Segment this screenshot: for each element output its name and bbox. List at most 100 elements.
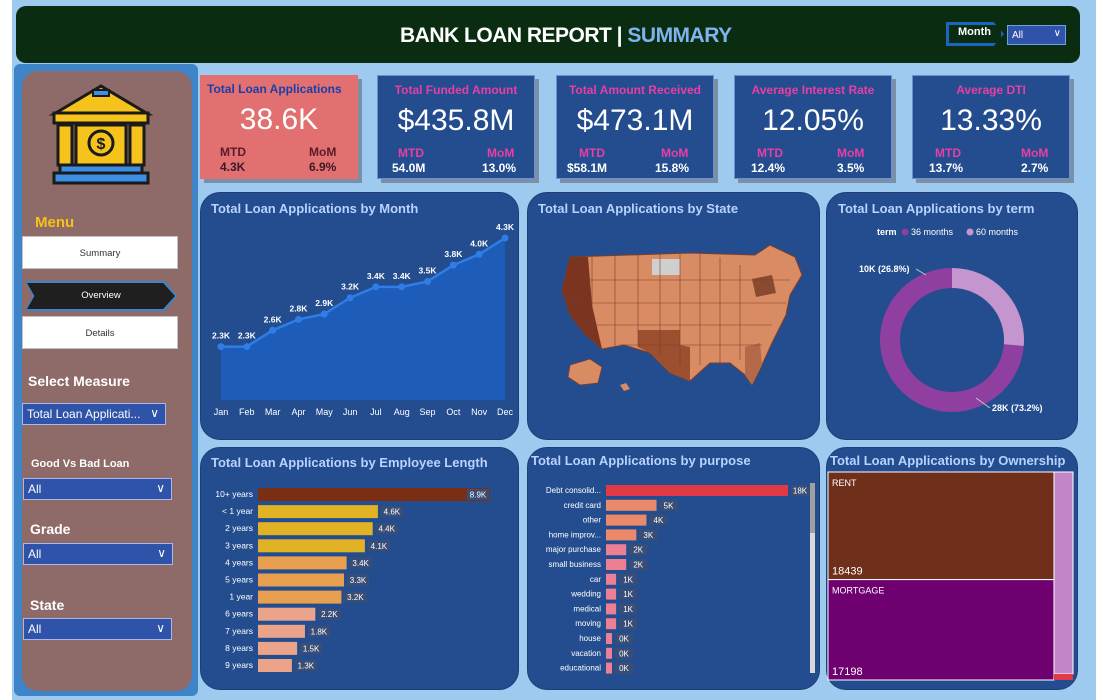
employee-length-category: 7 years: [225, 626, 253, 636]
purpose-data-label: 0K: [619, 635, 629, 644]
kpi-value: 38.6K: [239, 103, 319, 136]
purpose-bar: [606, 603, 617, 615]
employee-length-bar: [258, 659, 292, 672]
purpose-label-bg: [629, 544, 648, 556]
purpose-label-bg: [619, 573, 638, 585]
purpose-category: home improv...: [549, 530, 601, 539]
treemap-small-tile: [1054, 674, 1073, 680]
purpose-category: educational: [560, 664, 601, 673]
month-slicer-label: Month: [958, 26, 991, 38]
purpose-category: major purchase: [546, 545, 602, 554]
purpose-category: car: [590, 575, 601, 584]
state-dropdown[interactable]: All ∨: [23, 618, 172, 640]
treemap-mortgage-label: MORTGAGE: [832, 586, 884, 596]
purpose-category: other: [583, 516, 602, 525]
term-label-leader: [975, 397, 991, 409]
employee-length-data-label: 4.6K: [384, 508, 401, 517]
month-series-line: [221, 236, 506, 348]
month-data-label: 2.8K: [289, 303, 308, 313]
employee-length-data-label: 3.3K: [350, 576, 367, 585]
purpose-data-label: 0K: [619, 664, 629, 673]
kpi-mtd-label: MTD: [757, 146, 783, 160]
month-data-point: [217, 343, 225, 351]
month-tick-label: Jan: [214, 407, 229, 417]
grade-dropdown[interactable]: All ∨: [23, 543, 173, 565]
purpose-data-label: 1K: [623, 575, 633, 584]
employee-length-label-bg: [347, 574, 370, 586]
menu-label: Menu: [35, 214, 75, 231]
state-map-title: Total Loan Applications by State: [538, 201, 739, 216]
month-data-label: 2.3K: [238, 331, 257, 341]
chevron-down-icon: ∨: [156, 621, 165, 635]
kpi-title: Average Interest Rate: [751, 83, 875, 97]
kpi-mom-value: 3.5%: [837, 161, 865, 175]
kpi-mtd-value: 12.4%: [751, 161, 786, 175]
month-data-point: [269, 326, 277, 334]
purpose-scrollbar: [810, 483, 815, 673]
treemap-other-tile: [1053, 471, 1074, 675]
month-tick-label: Feb: [239, 407, 255, 417]
grade-value: All: [28, 547, 42, 561]
purpose-scrollbar-thumb: [810, 483, 815, 533]
employee-length-bar: [258, 607, 316, 621]
employee-length-bar: [258, 624, 305, 638]
employee-length-bar: [258, 590, 342, 604]
employee-length-data-label: 4.1K: [371, 542, 388, 551]
term-donut-slice: [880, 268, 1024, 412]
purpose-label-bg: [639, 529, 658, 541]
usa-state-map: [561, 244, 803, 391]
employee-length-title: Total Loan Applications by Employee Leng…: [211, 455, 488, 470]
month-data-label: 3.5K: [419, 265, 438, 275]
employee-length-category: 6 years: [225, 609, 253, 619]
purpose-label-bg: [615, 662, 633, 674]
purpose-bar: [606, 529, 637, 541]
purpose-bar: [606, 544, 627, 556]
month-data-label: 3.4K: [393, 271, 412, 281]
employee-length-label-bg: [294, 660, 317, 671]
kpi-value: $473.1M: [576, 104, 694, 137]
purpose-data-label: 18K: [793, 487, 808, 496]
purpose-label-bg: [619, 603, 638, 615]
kpi-mtd-label: MTD: [398, 146, 424, 160]
purpose-label-bg: [791, 485, 809, 496]
nav-summary-button[interactable]: Summary: [22, 236, 178, 269]
employee-length-bar: [258, 556, 347, 570]
employee-length-category: 10+ years: [215, 489, 253, 499]
employee-length-category: < 1 year: [222, 506, 253, 516]
month-tick-label: Dec: [497, 407, 514, 417]
purpose-category: small business: [549, 560, 601, 569]
purpose-label-bg: [659, 499, 678, 511]
employee-length-category: 2 years: [225, 523, 253, 533]
month-data-point: [294, 315, 302, 323]
purpose-data-label: 5K: [664, 501, 674, 510]
purpose-bar: [606, 573, 617, 585]
purpose-bar: [606, 499, 657, 511]
term-chart-title: Total Loan Applications by term: [838, 201, 1035, 216]
employee-length-category: 4 years: [225, 557, 253, 567]
good-bad-loan-dropdown[interactable]: All ∨: [23, 478, 172, 500]
ownership-title: Total Loan Applications by Ownership: [830, 453, 1066, 468]
employee-length-bar: [258, 573, 345, 587]
purpose-data-label: 1K: [623, 605, 633, 614]
month-data-point: [449, 261, 457, 269]
employee-length-bar: [258, 488, 490, 501]
nav-details-button[interactable]: Details: [22, 316, 178, 349]
nav-overview-button[interactable]: Overview: [27, 283, 175, 309]
month-dropdown[interactable]: All ∨: [1007, 25, 1066, 45]
header-bar: [16, 6, 1080, 63]
purpose-label-bg: [615, 633, 633, 644]
purpose-bar: [606, 662, 612, 674]
employee-length-bar: [258, 505, 378, 519]
month-data-point: [501, 234, 509, 242]
term-label-leader: [915, 268, 927, 276]
term-legend-title: term: [877, 227, 897, 237]
select-measure-dropdown[interactable]: Total Loan Applicati... ∨: [22, 403, 166, 425]
purpose-bar: [606, 647, 612, 659]
employee-length-bar: [258, 539, 365, 553]
kpi-total-funded-amount: Total Funded Amount $435.8M MTD MoM 54.0…: [377, 75, 535, 179]
employee-length-data-label: 1.8K: [311, 627, 328, 636]
month-data-label: 2.3K: [212, 331, 231, 341]
map-alaska: [567, 358, 603, 386]
employee-length-label-bg: [380, 506, 403, 518]
ownership-treemap: RENT 18439 MORTGAGE 17198: [827, 471, 1074, 681]
